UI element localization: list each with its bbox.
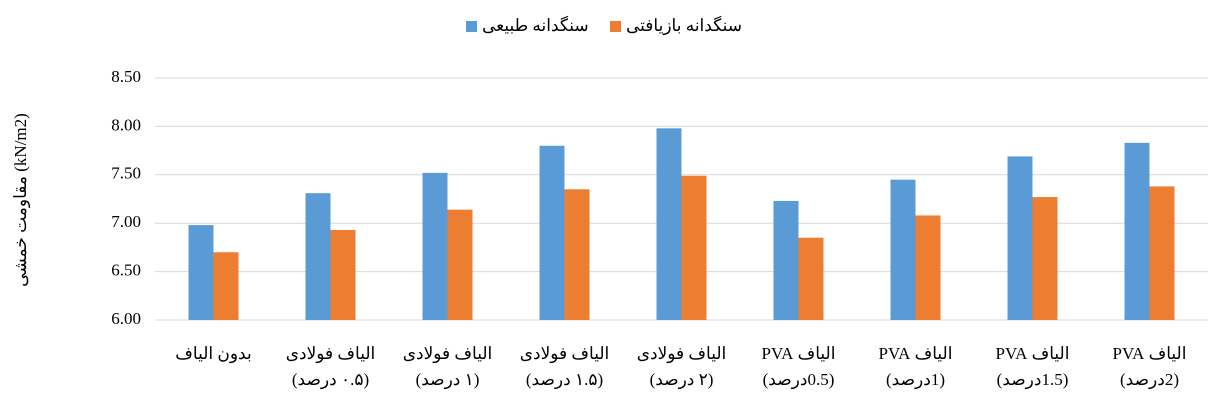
- bar: [890, 179, 916, 320]
- bar: [1032, 197, 1058, 320]
- legend-label: سنگدانه بازیافتی: [626, 15, 742, 36]
- x-tick-label: الیاف PVA: [762, 344, 836, 363]
- x-tick-label: الیاف PVA: [879, 344, 953, 363]
- bar: [305, 193, 331, 320]
- bar: [681, 175, 707, 320]
- y-tick-label: 7.00: [111, 212, 141, 231]
- bar: [447, 209, 473, 320]
- y-tick-label: 7.50: [111, 164, 141, 183]
- x-tick-label: (1درصد): [886, 370, 945, 390]
- x-tick-label: (۲ درصد): [650, 370, 714, 390]
- x-tick-label: بدون الیاف: [175, 344, 251, 364]
- bar: [422, 172, 448, 320]
- x-tick-label: (2درصد): [1120, 370, 1179, 390]
- bar: [1124, 142, 1150, 320]
- y-tick-label: 8.00: [111, 115, 141, 134]
- y-axis-title: مقاومت خمشی (kN/m2): [11, 113, 31, 287]
- bar: [539, 145, 565, 320]
- x-tick-label: الیاف فولادی: [637, 344, 727, 364]
- x-tick-label: (۱.۵ درصد): [526, 370, 603, 390]
- bar: [564, 189, 590, 320]
- bar: [1007, 156, 1033, 320]
- bar: [798, 237, 824, 320]
- x-tick-label: الیاف PVA: [1113, 344, 1187, 363]
- y-tick-label: 6.50: [111, 261, 141, 280]
- bar: [915, 215, 941, 320]
- legend-swatch: [466, 21, 477, 32]
- y-tick-label: 6.00: [111, 309, 141, 328]
- bar: [213, 252, 239, 320]
- bar: [1149, 186, 1175, 320]
- x-tick-label: الیاف فولادی: [286, 344, 376, 364]
- x-tick-label: (۰.۵ درصد): [292, 370, 369, 390]
- x-tick-label: الیاف فولادی: [520, 344, 610, 364]
- y-tick-label: 8.50: [111, 67, 141, 86]
- x-tick-label: الیاف PVA: [996, 344, 1070, 363]
- x-tick-label: (۱ درصد): [416, 370, 480, 390]
- x-tick-label: (0.5درصد): [763, 370, 835, 390]
- bar: [188, 225, 214, 320]
- legend-label: سنگدانه طبیعی: [482, 15, 589, 35]
- legend-swatch: [610, 21, 621, 32]
- bar: [656, 128, 682, 320]
- bar: [330, 229, 356, 320]
- bar: [773, 200, 799, 320]
- x-tick-label: (1.5درصد): [997, 370, 1069, 390]
- x-tick-label: الیاف فولادی: [403, 344, 493, 364]
